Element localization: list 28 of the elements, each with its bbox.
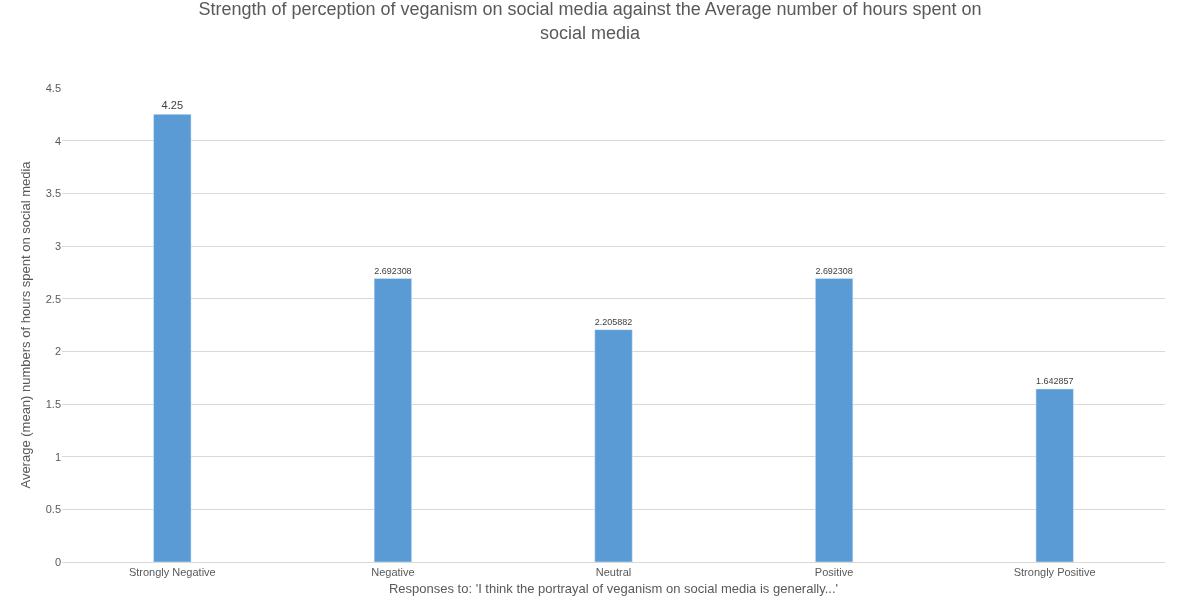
data-label: 2.692308 — [815, 265, 853, 276]
x-tick-label: Strongly Negative — [128, 566, 216, 579]
x-tick-label: Neutral — [595, 566, 632, 579]
data-label: 2.692308 — [374, 265, 412, 276]
y-tick-label: 3.5 — [45, 187, 61, 200]
data-label: 1.642857 — [1035, 376, 1074, 387]
bar — [594, 329, 633, 562]
y-tick-label: 4.5 — [45, 81, 61, 94]
y-tick-label: 4 — [54, 134, 61, 147]
data-label: 4.25 — [161, 99, 184, 112]
bar — [815, 278, 854, 562]
x-tick-label: Positive — [814, 566, 854, 579]
x-tick-label: Negative — [371, 566, 415, 579]
y-axis-title: Average (mean) numbers of hours spent on social media — [17, 160, 33, 489]
bar — [1035, 388, 1074, 562]
chart-title: Strength of perception of veganism on social media against the Average number of hours spent on social media — [198, 0, 982, 43]
x-tick-label: Strongly Positive — [1013, 566, 1096, 579]
y-tick-label: 1.5 — [45, 397, 61, 410]
y-tick-label: 3 — [54, 239, 61, 252]
y-tick-label: 1 — [54, 450, 61, 463]
x-axis-title: Responses to: 'I think the portrayal of veganism on social media is generally...' — [388, 580, 839, 596]
bar — [153, 114, 192, 562]
y-tick-label: 2 — [54, 345, 61, 358]
y-tick-label: 0.5 — [45, 503, 61, 516]
y-tick-label: 2.5 — [45, 292, 61, 305]
bar — [373, 278, 412, 562]
data-label: 2.205882 — [594, 317, 633, 328]
y-tick-label: 0 — [54, 555, 61, 568]
